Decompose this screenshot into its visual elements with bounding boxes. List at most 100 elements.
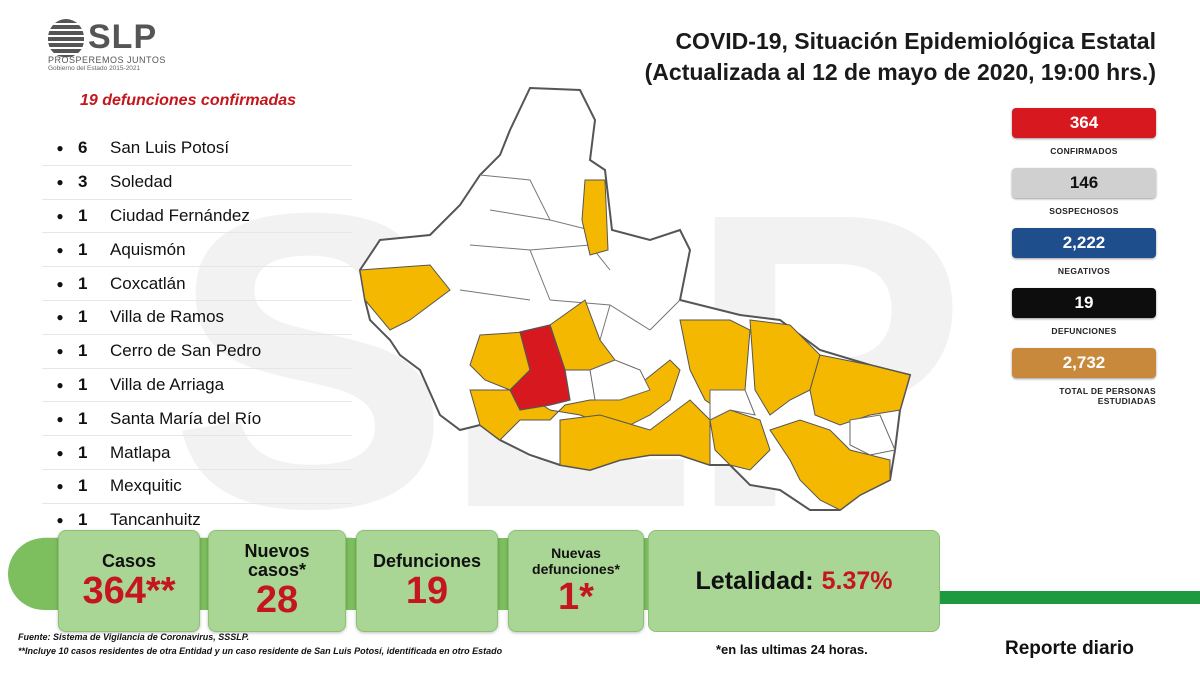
- slp-logo-icon: [48, 18, 84, 57]
- nuevas-defunciones-card: Nuevas defunciones* 1*: [508, 530, 644, 632]
- death-count: 1: [78, 374, 88, 394]
- list-item: ● 1 Ciudad Fernández: [42, 200, 352, 234]
- negativos-label: NEGATIVOS: [1057, 266, 1111, 276]
- municipality-name: Villa de Ramos: [110, 307, 225, 327]
- list-item: ● 1 Aquismón: [42, 233, 352, 268]
- negativos-value: 2,222: [1012, 228, 1156, 258]
- divider-line: [936, 591, 1200, 604]
- death-count: 3: [78, 172, 88, 192]
- municipality-name: Coxcatlán: [110, 273, 186, 293]
- source-note: Fuente: Sistema de Vigilancia de Coronav…: [18, 632, 250, 642]
- casos-value: 364**: [82, 569, 176, 612]
- letalidad-card: Letalidad: 5.37%: [648, 530, 940, 632]
- list-item: ● 1 Villa de Arriaga: [42, 369, 352, 403]
- nuevos-casos-value: 28: [255, 579, 299, 621]
- bullet-icon: ●: [56, 445, 64, 460]
- death-count: 1: [78, 510, 88, 530]
- bullet-icon: ●: [56, 208, 64, 223]
- municipality-name: Soledad: [110, 172, 173, 192]
- defunciones-value: 19: [1012, 288, 1156, 318]
- death-count: 1: [78, 307, 88, 327]
- municipality-unaffected: [709, 389, 756, 421]
- page-title: COVID-19, Situación Epidemiológica Estat…: [645, 26, 1156, 88]
- list-item: ● 1 Cerro de San Pedro: [42, 335, 352, 369]
- death-count: 1: [78, 341, 88, 361]
- municipality-affected: [709, 409, 771, 471]
- death-count: 1: [78, 476, 88, 496]
- bullet-icon: ●: [56, 377, 64, 392]
- municipality-name: Matlapa: [110, 442, 171, 462]
- municipality-affected: [581, 179, 609, 256]
- municipality-name: San Luis Potosí: [110, 138, 230, 158]
- title-line-2: (Actualizada al 12 de mayo de 2020, 19:0…: [644, 59, 1156, 85]
- municipality-affected: [559, 399, 711, 471]
- bullet-icon: ●: [56, 175, 64, 190]
- municipality-name: Ciudad Fernández: [110, 205, 250, 225]
- bullet-icon: ●: [56, 276, 64, 291]
- deaths-by-municipality-list: ● 6 San Luis Potosí ● 3 Soledad ● 1 Ciudad Fer…: [42, 132, 352, 538]
- defunciones-card-value: 19: [405, 569, 449, 612]
- sospechosos-label: SOSPECHOSOS: [1049, 206, 1119, 216]
- logo-text: SLP: [88, 18, 158, 56]
- list-item: ● 1 Santa María del Río: [42, 402, 352, 437]
- municipality-affected: [769, 419, 891, 511]
- nuevos-casos-card: Nuevos casos* 28: [208, 530, 346, 632]
- bullet-icon: ●: [56, 310, 64, 325]
- report-label: Reporte diario: [1005, 638, 1134, 659]
- list-item: ● 3 Soledad: [42, 166, 352, 200]
- municipality-name: Aquismón: [110, 239, 186, 259]
- list-item: ● 1 Coxcatlán: [42, 267, 352, 301]
- municipality-name: Cerro de San Pedro: [110, 341, 262, 361]
- bullet-icon: ●: [56, 344, 64, 359]
- municipality-name: Santa María del Río: [110, 408, 262, 428]
- stats-panel: 364 CONFIRMADOS 146 SOSPECHOSOS 2,222 NE…: [1008, 108, 1160, 418]
- defunciones-card: Defunciones 19: [356, 530, 498, 632]
- death-count: 6: [78, 138, 88, 158]
- municipality-name: Tancanhuitz: [110, 510, 201, 530]
- casos-card: Casos 364**: [58, 530, 200, 632]
- list-item: ● 6 San Luis Potosí: [42, 132, 352, 166]
- death-count: 1: [78, 205, 88, 225]
- municipality-affected: [749, 319, 821, 416]
- list-item: ● 1 Mexquitic: [42, 470, 352, 504]
- logo-tagline: PROSPEREMOS JUNTOS: [48, 55, 166, 65]
- list-item: ● 1 Villa de Ramos: [42, 301, 352, 335]
- sospechosos-value: 146: [1012, 168, 1156, 198]
- municipality-name: Villa de Arriaga: [110, 374, 225, 394]
- last-24h-note: *en las ultimas 24 horas.: [716, 642, 868, 657]
- list-item: ● 1 Matlapa: [42, 436, 352, 470]
- municipality-affected: [359, 264, 451, 331]
- nuevos-casos-label: Nuevos casos*: [244, 541, 310, 580]
- municipality-name: Mexquitic: [110, 476, 182, 496]
- bullet-icon: ●: [56, 479, 64, 494]
- bullet-icon: ●: [56, 141, 64, 156]
- nuevas-defunciones-value: 1*: [558, 576, 594, 618]
- bullet-icon: ●: [56, 513, 64, 528]
- state-map: [358, 86, 912, 511]
- letalidad-value: 5.37%: [821, 566, 893, 595]
- logo-subtagline: Gobierno del Estado 2015-2021: [48, 65, 141, 72]
- defunciones-card-label: Defunciones: [372, 550, 482, 571]
- death-count: 1: [78, 442, 88, 462]
- confirmados-label: CONFIRMADOS: [1050, 146, 1118, 156]
- slp-logo: SLP PROSPEREMOS JUNTOS Gobierno del Esta…: [48, 18, 166, 72]
- total-estudiadas-value: 2,732: [1012, 348, 1156, 378]
- death-count: 1: [78, 408, 88, 428]
- municipality-affected: [469, 359, 681, 441]
- municipality-affected: [809, 354, 911, 426]
- nuevas-defunciones-label: Nuevas defunciones*: [532, 545, 620, 577]
- defunciones-label: DEFUNCIONES: [1051, 326, 1117, 336]
- footnotes: Fuente: Sistema de Vigilancia de Coronav…: [18, 630, 502, 658]
- total-estudiadas-label: TOTAL DE PERSONAS ESTUDIADAS: [1059, 386, 1156, 406]
- deaths-heading: 19 defunciones confirmadas: [80, 92, 297, 109]
- casos-label: Casos: [101, 550, 157, 571]
- bullet-icon: ●: [56, 411, 64, 426]
- bullet-icon: ●: [56, 242, 64, 257]
- municipality-unaffected: [849, 414, 896, 456]
- municipality-unaffected: [589, 359, 651, 401]
- confirmados-value: 364: [1012, 108, 1156, 138]
- municipality-most-affected: [509, 324, 571, 411]
- death-count: 1: [78, 239, 88, 259]
- cases-note: **Incluye 10 casos residentes de otra En…: [18, 646, 503, 656]
- death-count: 1: [78, 273, 88, 293]
